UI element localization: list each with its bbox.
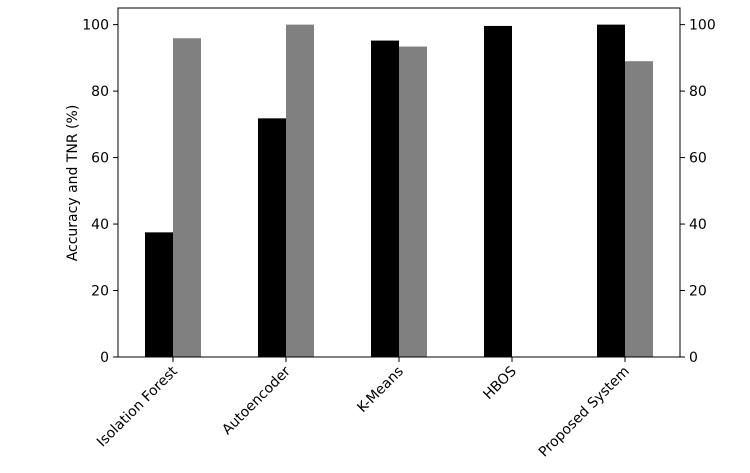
bar-series1-4 xyxy=(597,24,625,357)
left-tick-label: 80 xyxy=(91,84,109,100)
bar-series1-3 xyxy=(484,25,512,357)
left-tick-label: 40 xyxy=(91,217,109,233)
y-axis-label: Accuracy and TNR (%) xyxy=(65,105,81,262)
x-tick-label: Proposed System xyxy=(536,364,633,461)
right-tick-label: 0 xyxy=(689,350,698,366)
right-tick-label: 60 xyxy=(689,151,707,167)
x-tick-label: Isolation Forest xyxy=(94,363,181,450)
bar-series2-1 xyxy=(286,24,314,357)
bar-series1-0 xyxy=(145,232,173,357)
x-axis: Isolation Forest Autoencoder K-Means HBOS Pr… xyxy=(94,357,633,460)
left-tick-label: 0 xyxy=(100,350,109,366)
bar-series2-2 xyxy=(399,46,427,358)
x-tick-label: K-Means xyxy=(354,364,406,416)
left-tick-label: 60 xyxy=(91,151,109,167)
x-tick-label: HBOS xyxy=(480,363,520,403)
left-tick-label: 100 xyxy=(82,18,109,34)
left-y-axis: 0 20 40 60 80 100 xyxy=(82,18,118,366)
right-tick-label: 80 xyxy=(689,84,707,100)
bar-series2-0 xyxy=(173,38,201,357)
bar-series1-2 xyxy=(371,40,399,357)
right-tick-label: 40 xyxy=(689,217,707,233)
bar-series2-4 xyxy=(625,61,653,357)
right-y-axis: 0 20 40 60 80 100 xyxy=(680,18,716,366)
x-tick-label: Autoencoder xyxy=(219,363,294,438)
right-tick-label: 20 xyxy=(689,284,707,300)
left-tick-label: 20 xyxy=(91,284,109,300)
bar-series1-1 xyxy=(258,118,286,357)
right-tick-label: 100 xyxy=(689,18,716,34)
bars-group xyxy=(145,24,653,358)
